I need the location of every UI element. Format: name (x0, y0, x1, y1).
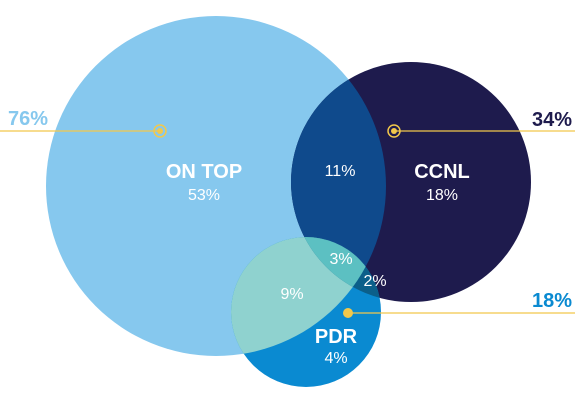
on-top-set-value: 53% (188, 187, 220, 204)
pdr-set-value: 4% (324, 350, 347, 367)
ccnl-total-label: 34% (532, 109, 572, 131)
ccnl-leader-marker (387, 124, 401, 138)
pdr-total-label: 18% (532, 290, 572, 312)
on-top-total-label: 76% (8, 108, 48, 130)
ccnl-leader-dot (391, 128, 397, 134)
pdr-leader-dot (343, 308, 353, 318)
all-three-value: 3% (329, 251, 352, 268)
ccnl-set-value: 18% (426, 187, 458, 204)
ccnl-pdr-value: 2% (363, 273, 386, 290)
on-top-ccnl-intersection (291, 62, 386, 302)
all-three-intersection (291, 237, 381, 302)
on-top-set-label: ON TOP (166, 161, 242, 183)
on-top-pdr-value: 9% (280, 286, 303, 303)
on-top-leader-dot (157, 128, 163, 134)
ccnl-set-label: CCNL (414, 161, 470, 183)
pdr-set-label: PDR (315, 326, 358, 348)
on-top-leader-marker (153, 124, 167, 138)
on-top-ccnl-value: 11% (325, 163, 356, 180)
